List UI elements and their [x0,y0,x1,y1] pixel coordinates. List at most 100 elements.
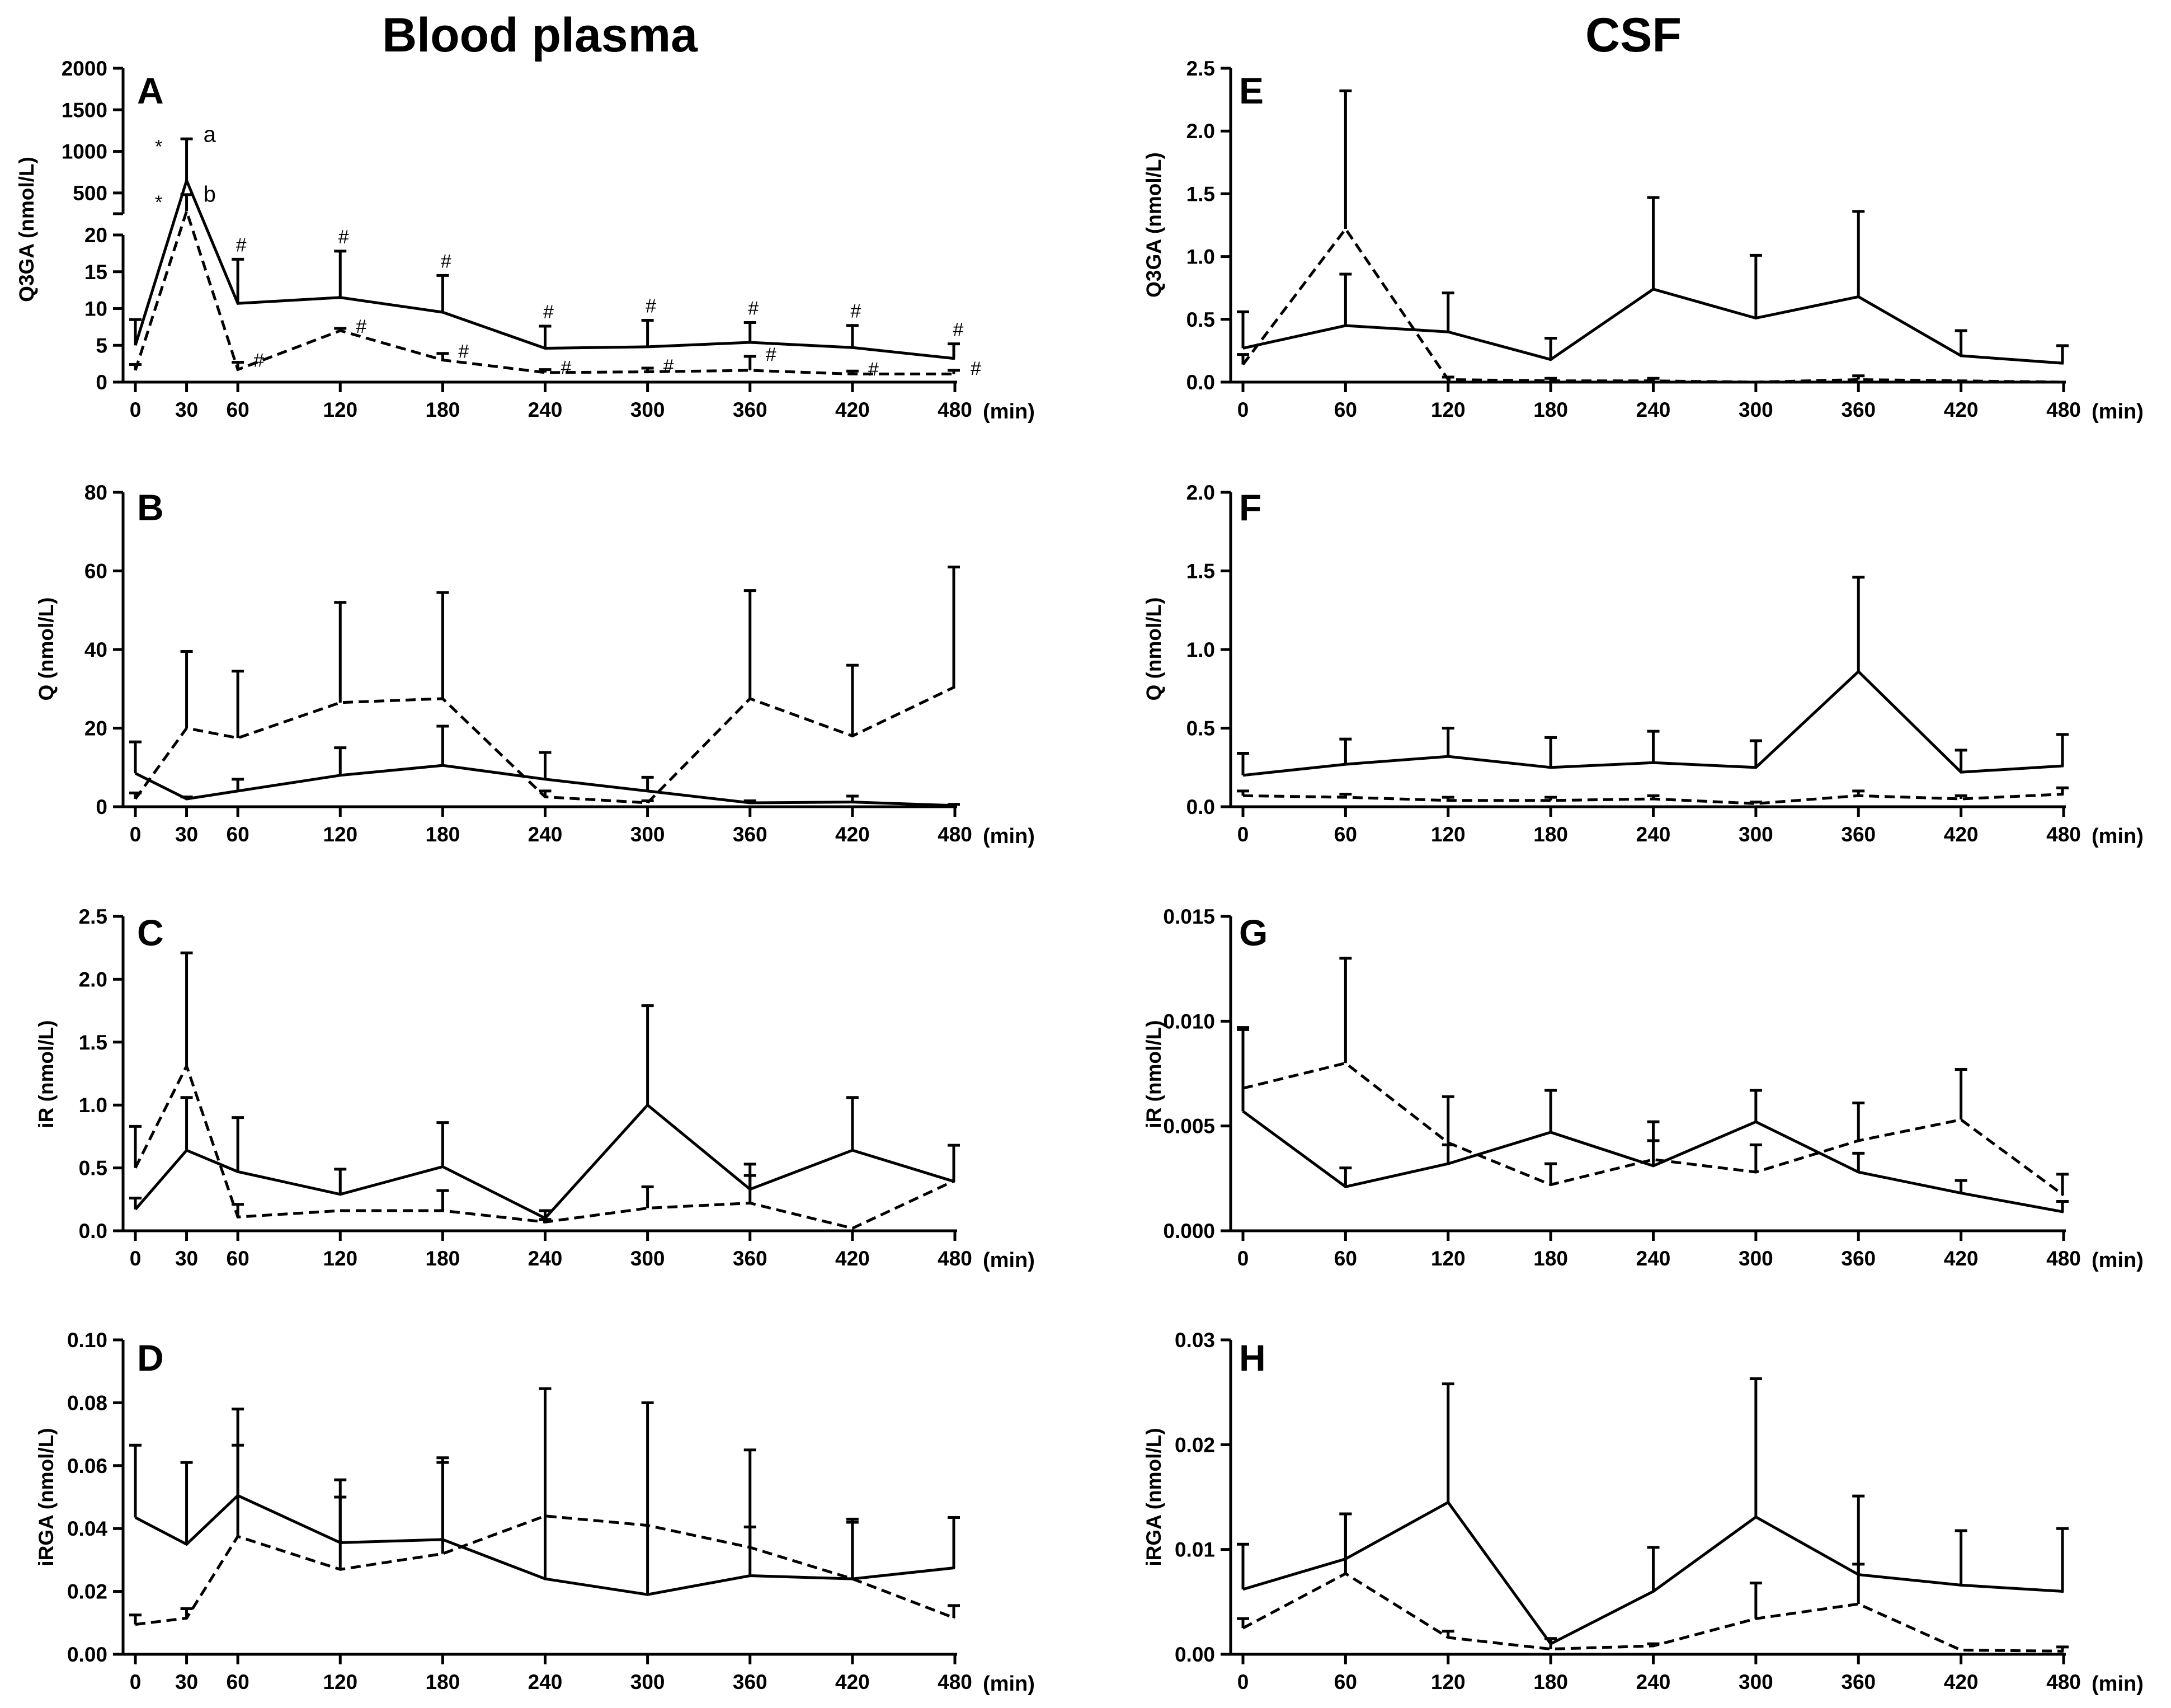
x-tick-label: 30 [175,1671,198,1693]
series-line-solid [1242,288,2064,365]
x-tick-label: 60 [227,1247,249,1270]
x-tick-label: 420 [835,1247,870,1270]
panel-letter: C [137,912,164,953]
significance-hash: # [766,344,776,365]
significance-hash: # [356,316,366,337]
x-tick-label: 240 [528,823,563,846]
x-tick-label: 480 [938,1671,972,1693]
panel-g: 0.000 0.005 0.010 0.015 0 60 120 180 240 300 360 42… [1142,905,2144,1272]
x-tick-label: 300 [630,1247,665,1270]
significance-hash: # [543,302,554,323]
significance-hash: # [253,350,264,371]
series-line-solid [134,1103,955,1220]
y-axis-title: Q3GA (nmol/L) [15,157,38,302]
panel-a: 0 5 10 15 20 500 1000 1500 2000 0 30 60 120 180 240 300… [15,57,1035,424]
significance-hash: # [561,357,572,379]
y-tick-label: 2.5 [79,905,107,928]
x-tick-label: 30 [175,823,198,846]
significance-hash: # [868,359,879,380]
x-unit-label: (min) [2092,1249,2144,1272]
significance-hash: # [441,251,451,272]
x-tick-label: 60 [227,823,249,846]
y-tick-label: 1.0 [1186,638,1215,661]
y-tick-label: 1.5 [1186,182,1215,205]
series-line-solid [134,176,955,360]
significance-hash: # [646,296,656,317]
column-title-blood-plasma: Blood plasma [382,8,698,62]
x-tick-label: 480 [2046,398,2081,421]
series-line-solid [134,1494,955,1596]
x-tick-label: 300 [1739,398,1773,421]
series-solid [1237,196,2069,365]
series-dashed [129,1443,960,1626]
y-axis-title: Q (nmol/L) [1142,597,1165,701]
y-tick-label: 0.5 [1186,717,1215,740]
x-tick-label: 120 [1431,823,1466,846]
x-tick-label: 0 [130,823,142,846]
y-tick-label: 20 [84,224,107,247]
x-tick-label: 420 [835,398,870,421]
x-tick-label: 0 [1237,1247,1249,1270]
panel-letter: F [1239,487,1261,528]
y-tick-label: 2.0 [79,968,107,991]
series-line-dashed [1242,1061,2065,1197]
series-dashed [129,565,960,804]
panel-h: 0.00 0.01 0.02 0.03 0 60 120 180 240 300 360 420 480… [1142,1329,2144,1696]
y-axis-title: Q3GA (nmol/L) [1142,152,1165,298]
x-tick-label: 420 [835,823,870,846]
x-tick-label: 300 [630,398,665,421]
y-tick-label: 1.0 [79,1094,107,1117]
series-solid [129,1004,960,1220]
x-tick-label: 360 [733,1671,767,1693]
y-tick-label: 0.04 [67,1517,107,1540]
significance-hash: # [953,319,964,341]
panel-letter: D [137,1337,164,1378]
y-tick-label: 0.03 [1175,1329,1215,1352]
panel-letter: E [1239,70,1264,111]
y-axis-title: iR (nmol/L) [1142,1020,1165,1128]
x-tick-label: 60 [1334,1671,1357,1693]
x-tick-label: 360 [733,823,767,846]
x-tick-label: 480 [938,823,972,846]
x-tick-label: 240 [528,1247,563,1270]
x-tick-label: 240 [528,398,563,421]
y-tick-label: 0.000 [1163,1220,1215,1243]
panel-f: 0.0 0.5 1.0 1.5 2.0 0 60 120 180 240 300 360 420 480 (… [1142,481,2144,848]
series-dashed [1237,89,2064,384]
y-tick-label: 0.010 [1163,1010,1215,1033]
x-tick-label: 0 [130,1247,142,1270]
y-tick-label: 0.08 [67,1391,107,1414]
y-tick-label: 40 [84,638,107,661]
x-unit-label: (min) [983,1672,1035,1696]
y-tick-label: 2000 [62,57,107,80]
x-tick-label: 480 [2046,1247,2081,1270]
y-tick-label: 2.0 [1186,120,1215,143]
y-tick-label: 80 [84,481,107,504]
x-tick-label: 180 [1533,1247,1568,1270]
series-line-solid [1242,1500,2064,1646]
series-dashed [129,193,960,375]
x-tick-label: 180 [426,1671,460,1693]
x-unit-label: (min) [2092,825,2144,848]
significance-hash: # [748,298,759,319]
x-tick-label: 0 [1237,1671,1249,1693]
panel-e: 0.0 0.5 1.0 1.5 2.0 2.5 0 60 120 180 240 300 360 420 4… [1142,57,2144,424]
series-dashed [1237,1512,2069,1653]
significance-hash: # [458,341,469,363]
x-tick-label: 420 [1944,1671,1979,1693]
y-tick-label: 0.0 [79,1220,107,1243]
x-tick-label: 300 [630,823,665,846]
panel-letter: A [137,70,164,111]
x-tick-label: 420 [1944,398,1979,421]
x-tick-label: 60 [227,398,249,421]
series-line-dashed [134,1062,956,1230]
x-tick-label: 0 [1237,823,1249,846]
series-solid [129,724,960,807]
x-tick-label: 360 [1841,1671,1876,1693]
x-tick-label: 480 [938,1247,972,1270]
series-dashed [129,951,956,1230]
y-tick-label: 0 [96,371,107,394]
panel-d: 0.00 0.02 0.04 0.06 0.08 0.10 0 30 60 120 180 240 30… [35,1329,1035,1696]
x-tick-label: 240 [528,1671,563,1693]
